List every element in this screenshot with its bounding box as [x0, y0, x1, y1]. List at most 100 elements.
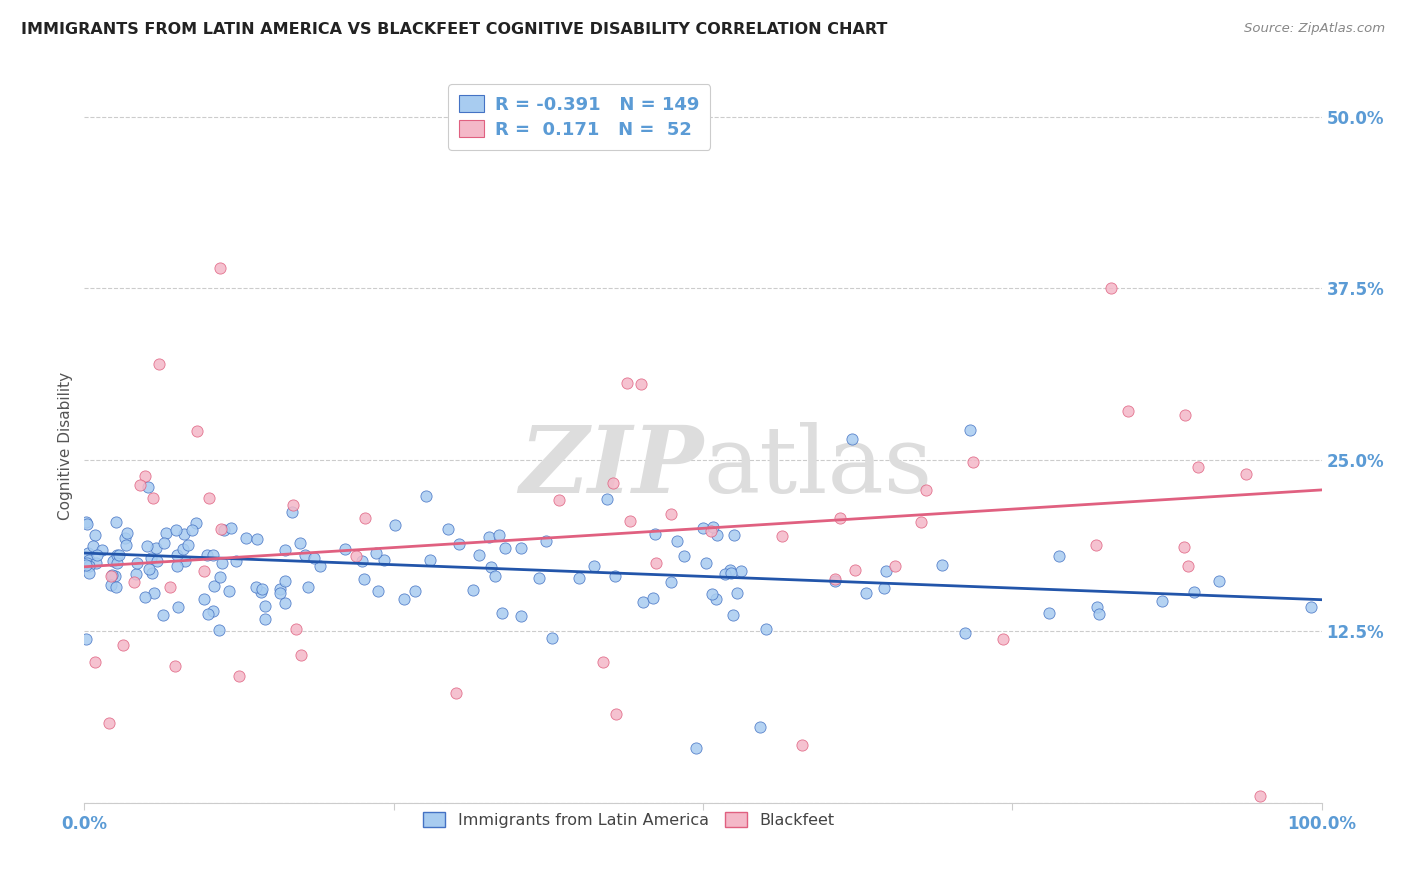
Point — [844, 563, 866, 577]
Point — [193, 564, 215, 578]
Point — [541, 631, 564, 645]
Point — [824, 572, 846, 586]
Point — [959, 423, 981, 437]
Point — [145, 541, 167, 555]
Point — [86, 549, 108, 563]
Point — [186, 516, 208, 530]
Point — [592, 655, 614, 669]
Point — [159, 580, 181, 594]
Point — [1116, 404, 1139, 418]
Point — [354, 510, 377, 524]
Point — [595, 491, 617, 506]
Point — [98, 716, 121, 731]
Point — [235, 531, 257, 545]
Point — [991, 632, 1014, 646]
Point — [211, 557, 233, 571]
Point — [269, 582, 291, 596]
Point — [105, 557, 128, 571]
Point — [1249, 789, 1271, 803]
Point — [202, 603, 225, 617]
Point — [478, 530, 501, 544]
Point — [910, 516, 932, 530]
Point — [79, 553, 101, 567]
Point — [77, 559, 100, 574]
Point — [645, 556, 668, 570]
Point — [225, 554, 247, 568]
Point — [75, 558, 97, 573]
Point — [373, 553, 395, 567]
Point — [148, 357, 170, 371]
Point — [419, 553, 441, 567]
Point — [616, 376, 638, 390]
Point — [695, 556, 717, 570]
Point — [284, 622, 307, 636]
Point — [207, 623, 229, 637]
Point — [665, 534, 688, 549]
Point — [281, 505, 304, 519]
Point — [153, 536, 176, 550]
Point — [468, 548, 491, 562]
Point — [725, 586, 748, 600]
Point — [104, 569, 127, 583]
Point — [90, 542, 112, 557]
Point — [193, 592, 215, 607]
Point — [209, 260, 232, 275]
Point — [294, 548, 316, 562]
Point — [631, 595, 654, 609]
Point — [139, 551, 162, 566]
Point — [659, 575, 682, 590]
Point — [495, 541, 517, 555]
Point — [692, 521, 714, 535]
Point — [84, 557, 107, 571]
Point — [488, 527, 510, 541]
Point — [197, 607, 219, 621]
Point — [748, 720, 770, 734]
Point — [447, 537, 470, 551]
Point — [76, 516, 98, 531]
Point — [702, 587, 724, 601]
Point — [704, 592, 727, 607]
Point — [77, 546, 100, 560]
Point — [1208, 574, 1230, 588]
Point — [873, 581, 896, 595]
Text: atlas: atlas — [703, 423, 932, 512]
Point — [104, 515, 127, 529]
Point — [730, 564, 752, 578]
Point — [250, 582, 273, 596]
Point — [141, 566, 163, 580]
Point — [134, 469, 156, 483]
Point — [931, 558, 953, 572]
Point — [461, 582, 484, 597]
Point — [883, 558, 905, 573]
Point — [702, 520, 724, 534]
Point — [1173, 540, 1195, 554]
Point — [915, 483, 938, 498]
Point — [254, 599, 277, 614]
Point — [142, 586, 165, 600]
Point — [115, 525, 138, 540]
Point — [101, 568, 124, 582]
Point — [197, 491, 219, 505]
Point — [548, 492, 571, 507]
Point — [962, 455, 984, 469]
Point — [297, 580, 319, 594]
Point — [333, 541, 356, 556]
Point — [100, 569, 122, 583]
Point — [273, 574, 295, 588]
Point — [100, 578, 122, 592]
Point — [828, 511, 851, 525]
Point — [274, 596, 297, 610]
Point — [602, 476, 624, 491]
Point — [83, 528, 105, 542]
Point — [209, 522, 232, 536]
Point — [509, 609, 531, 624]
Point — [534, 533, 557, 548]
Point — [125, 566, 148, 581]
Point — [353, 572, 375, 586]
Point — [1088, 607, 1111, 621]
Point — [706, 527, 728, 541]
Text: IMMIGRANTS FROM LATIN AMERICA VS BLACKFEET COGNITIVE DISABILITY CORRELATION CHAR: IMMIGRANTS FROM LATIN AMERICA VS BLACKFE… — [21, 22, 887, 37]
Point — [134, 590, 156, 604]
Point — [953, 625, 976, 640]
Point — [718, 563, 741, 577]
